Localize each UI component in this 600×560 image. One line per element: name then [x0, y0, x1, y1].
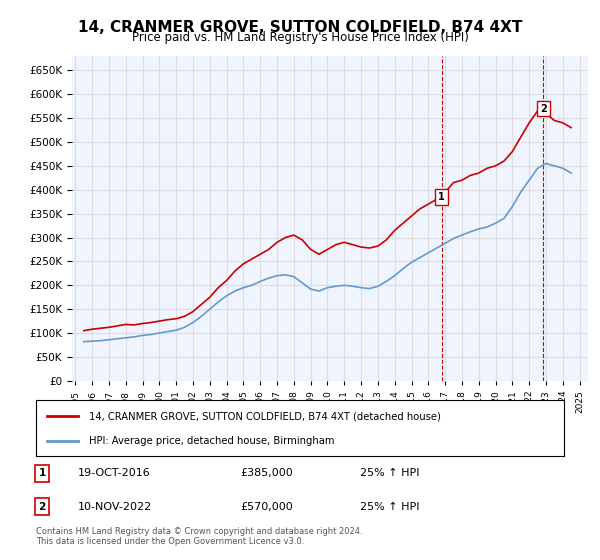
Text: £570,000: £570,000 — [240, 502, 293, 512]
Text: 2: 2 — [540, 104, 547, 114]
Text: 1: 1 — [38, 468, 46, 478]
Text: 14, CRANMER GROVE, SUTTON COLDFIELD, B74 4XT (detached house): 14, CRANMER GROVE, SUTTON COLDFIELD, B74… — [89, 411, 440, 421]
Text: £385,000: £385,000 — [240, 468, 293, 478]
Text: 19-OCT-2016: 19-OCT-2016 — [78, 468, 151, 478]
Text: 14, CRANMER GROVE, SUTTON COLDFIELD, B74 4XT: 14, CRANMER GROVE, SUTTON COLDFIELD, B74… — [78, 20, 522, 35]
Text: 1: 1 — [439, 192, 445, 202]
Text: 25% ↑ HPI: 25% ↑ HPI — [360, 502, 419, 512]
Text: 25% ↑ HPI: 25% ↑ HPI — [360, 468, 419, 478]
Text: 2: 2 — [38, 502, 46, 512]
Text: Contains HM Land Registry data © Crown copyright and database right 2024.
This d: Contains HM Land Registry data © Crown c… — [36, 526, 362, 546]
Text: 10-NOV-2022: 10-NOV-2022 — [78, 502, 152, 512]
Text: HPI: Average price, detached house, Birmingham: HPI: Average price, detached house, Birm… — [89, 436, 334, 446]
Text: Price paid vs. HM Land Registry's House Price Index (HPI): Price paid vs. HM Land Registry's House … — [131, 31, 469, 44]
